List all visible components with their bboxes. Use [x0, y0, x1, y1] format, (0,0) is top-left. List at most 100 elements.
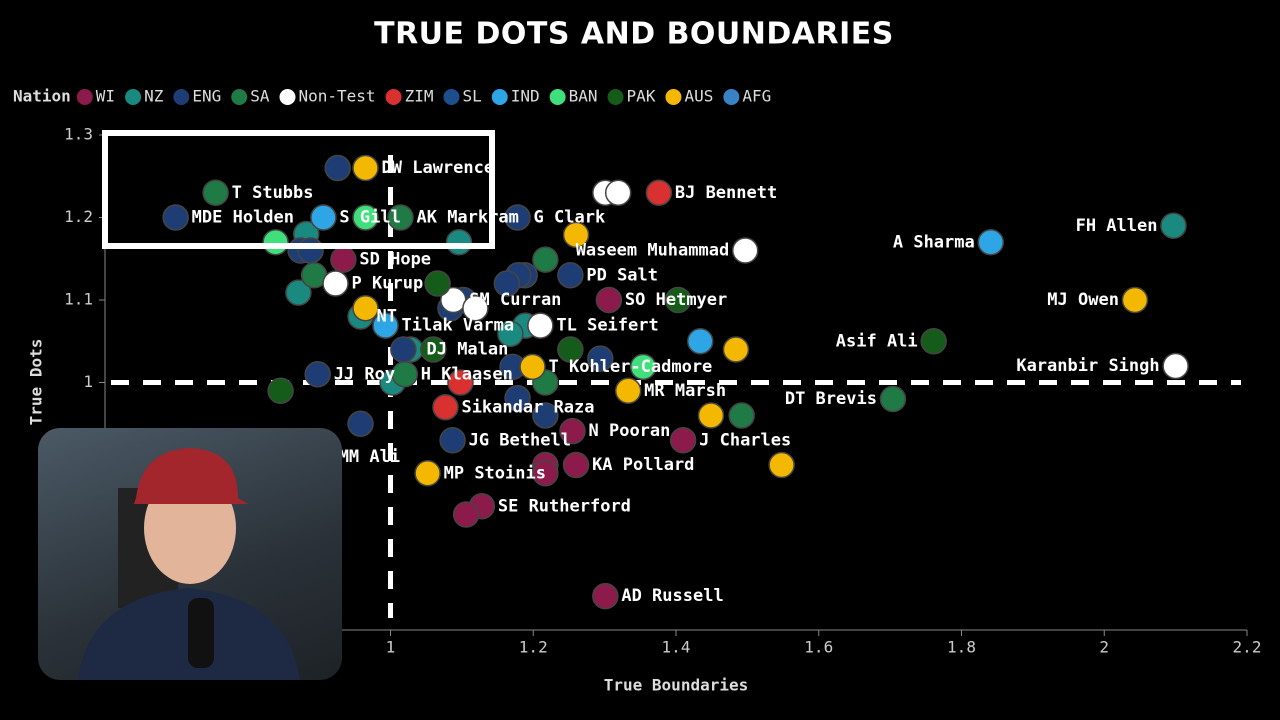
- point: [562, 221, 590, 249]
- x-tick-label: 1: [386, 638, 396, 657]
- point-label: G Clark: [534, 208, 606, 228]
- legend-label: SL: [462, 87, 481, 106]
- point: [532, 246, 559, 273]
- y-tick-label: 1.1: [64, 290, 93, 309]
- point-label: T Kohler-Cadmore: [549, 357, 713, 377]
- point: [920, 328, 947, 355]
- point: [562, 451, 590, 479]
- point: [330, 246, 357, 273]
- legend-swatch: [125, 89, 142, 105]
- y-tick-label: 1: [83, 372, 93, 391]
- point: [262, 229, 289, 256]
- point: [504, 384, 531, 412]
- x-tick-label: 1.8: [947, 638, 976, 657]
- x-tick-label: 2: [1099, 638, 1109, 657]
- point: [322, 270, 349, 297]
- point: [445, 229, 473, 256]
- point-label: AD Russell: [621, 586, 723, 606]
- cap: [134, 448, 248, 504]
- point: [310, 204, 337, 231]
- point: [387, 204, 414, 231]
- point: [390, 336, 417, 363]
- point: [557, 262, 584, 289]
- highlight-box: [102, 130, 495, 249]
- point: [728, 402, 755, 429]
- point: [1160, 212, 1187, 239]
- point-label: SD Hope: [359, 250, 431, 270]
- point-label: FH Allen: [1076, 216, 1158, 236]
- legend-swatch: [173, 89, 190, 105]
- legend-label: ENG: [192, 87, 221, 106]
- point: [722, 336, 750, 363]
- microphone: [188, 598, 214, 668]
- legend-swatch: [443, 89, 460, 105]
- point-label: SM Curran: [469, 290, 561, 310]
- point-label: H Klaasen: [421, 364, 513, 384]
- point: [493, 270, 521, 297]
- point-label: Karanbir Singh: [1016, 356, 1159, 376]
- point: [532, 402, 559, 429]
- y-axis-label: True Dots: [27, 339, 46, 426]
- point: [352, 295, 379, 322]
- point-label: AK Markram: [416, 208, 518, 228]
- x-axis-label: True Boundaries: [604, 676, 749, 695]
- point-label: SE Rutherford: [498, 496, 631, 516]
- point-label: S Gill: [339, 208, 400, 228]
- point-label: MJ Owen: [1047, 290, 1119, 310]
- x-tick-label: 1.4: [662, 638, 691, 657]
- legend-label: Non-Test: [299, 87, 376, 106]
- point: [519, 353, 546, 381]
- legend-label: WI: [96, 87, 115, 106]
- legend-label: BAN: [569, 87, 598, 106]
- point-label: MM Ali: [339, 447, 400, 467]
- point: [587, 345, 614, 372]
- legend-label: NZ: [144, 87, 164, 106]
- point: [977, 229, 1005, 256]
- legend-label: PAK: [627, 87, 656, 106]
- point-label: TL Seifert: [556, 316, 658, 336]
- point-label: P Kurup: [352, 274, 424, 294]
- point-label: Waseem Muhammad: [576, 241, 730, 261]
- point-label: Asif Ali: [836, 331, 918, 351]
- y-tick-label: 1.3: [64, 125, 93, 144]
- legend-label: IND: [511, 87, 540, 106]
- legend-title: Nation: [13, 87, 71, 106]
- point: [595, 286, 623, 314]
- point-label: Sikandar Raza: [461, 397, 594, 417]
- point-label: NT: [377, 307, 397, 327]
- point-label: DW Lawrence: [382, 158, 495, 178]
- webcam-overlay: [38, 428, 342, 680]
- legend-swatch: [76, 89, 93, 105]
- x-tick-label: 1.2: [519, 638, 548, 657]
- point-label: J Charles: [699, 430, 791, 450]
- point: [202, 179, 229, 206]
- legend-swatch: [607, 89, 624, 105]
- legend-swatch: [723, 89, 740, 105]
- legend-swatch: [549, 89, 566, 105]
- point: [391, 361, 419, 388]
- point: [162, 204, 189, 231]
- point-label: MP Stoinis: [444, 463, 546, 483]
- point: [267, 377, 294, 404]
- point-label: N Pooran: [589, 421, 671, 441]
- legend-label: AUS: [684, 87, 713, 106]
- point: [504, 204, 531, 231]
- point: [697, 402, 725, 429]
- legend-label: ZIM: [405, 87, 434, 106]
- point: [532, 460, 559, 487]
- point: [687, 328, 714, 355]
- legend-swatch: [665, 89, 682, 105]
- x-tick-label: 2.2: [1233, 638, 1262, 657]
- point: [629, 353, 657, 381]
- point-label: MR Marsh: [644, 381, 726, 401]
- point: [462, 295, 489, 322]
- legend-swatch: [279, 89, 296, 105]
- point: [372, 312, 399, 339]
- point: [352, 154, 379, 182]
- point-label: BJ Bennett: [675, 183, 777, 203]
- point: [1121, 286, 1149, 314]
- point: [731, 237, 759, 264]
- point: [527, 312, 554, 339]
- point-label: MDE Holden: [192, 208, 294, 228]
